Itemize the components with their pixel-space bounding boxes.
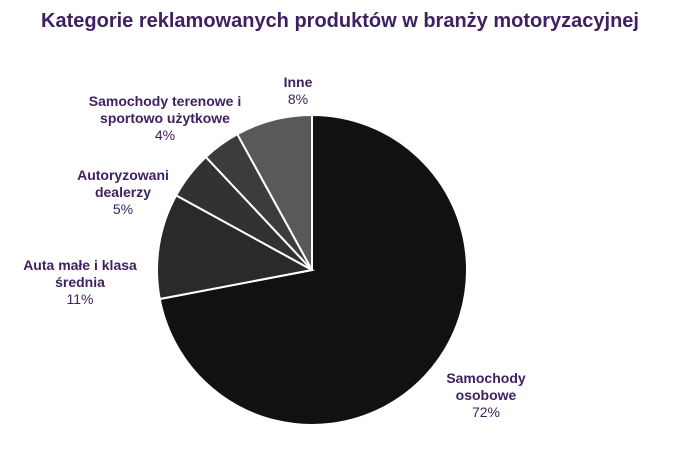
category-label: Auta małe i klasa średnia (23, 257, 137, 290)
slice-label: Auta małe i klasa średnia 11% (10, 257, 150, 308)
value-label: 5% (112, 201, 134, 217)
slice-label: Samochody terenowe i sportowo użytkowe 4% (75, 93, 255, 144)
value-label: 11% (66, 291, 94, 307)
category-label: Samochody osobowe (446, 370, 526, 403)
category-label: Inne (283, 74, 313, 90)
category-label: Samochody terenowe i sportowo użytkowe (88, 93, 242, 126)
slice-label: Inne 8% (268, 74, 328, 108)
pie-slice (235, 113, 313, 271)
slice-label: Samochody osobowe 72% (436, 370, 536, 421)
value-label: 8% (287, 91, 309, 107)
chart-title: Kategorie reklamowanych produktów w bran… (41, 10, 639, 32)
pie-slice (156, 193, 315, 301)
category-label: Autoryzowani dealerzy (77, 167, 169, 200)
value-label: 4% (154, 127, 176, 143)
slice-label: Autoryzowani dealerzy 5% (73, 167, 173, 218)
value-label: 72% (471, 404, 501, 420)
